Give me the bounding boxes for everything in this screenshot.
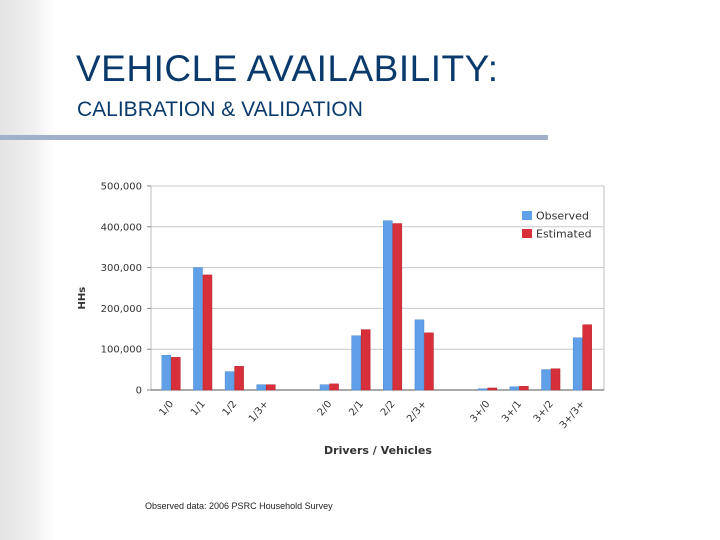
x-tick-label: 3+/3+ <box>558 399 588 431</box>
bar-estimated-2-1 <box>360 329 371 391</box>
y-tick-label: 400,000 <box>101 222 142 233</box>
bar-observed-3-1 <box>509 386 520 391</box>
bar-estimated-2-3- <box>424 332 434 391</box>
x-tick-label: 2/1 <box>347 399 366 418</box>
legend-label-estimated: Estimated <box>536 228 592 241</box>
bar-observed-1-0 <box>161 355 172 391</box>
title-rule <box>0 135 548 140</box>
bar-estimated-1-3- <box>266 384 276 391</box>
bar-estimated-1-0 <box>171 357 181 391</box>
y-tick-label: 200,000 <box>101 304 142 315</box>
bar-observed-3-3- <box>572 337 583 391</box>
bar-estimated-1-2 <box>234 366 244 391</box>
bar-observed-3-0 <box>478 388 488 391</box>
x-tick-label: 3+/2 <box>532 399 556 425</box>
bar-estimated-3-0 <box>487 387 497 391</box>
y-axis-label: HHs <box>77 287 88 310</box>
y-tick-label: 100,000 <box>101 345 142 356</box>
source-note: Observed data: 2006 PSRC Household Surve… <box>145 501 333 511</box>
bar-estimated-3-2 <box>550 368 561 391</box>
x-axis-label: Drivers / Vehicles <box>324 444 432 457</box>
y-tick-label: 0 <box>136 386 142 397</box>
y-tick-label: 500,000 <box>101 182 142 193</box>
x-tick-label: 1/0 <box>157 399 176 418</box>
bar-observed-1-1 <box>193 267 203 391</box>
bar-estimated-2-2 <box>392 223 403 391</box>
x-tick-label: 1/2 <box>221 399 240 418</box>
bar-observed-3-2 <box>541 369 551 391</box>
side-band <box>0 0 54 540</box>
x-tick-label: 2/0 <box>316 399 335 418</box>
bar-observed-2-1 <box>351 335 361 391</box>
x-tick-label: 3+/0 <box>468 399 492 425</box>
bar-observed-1-3- <box>256 384 266 391</box>
bar-chart: 0 100,000 200,000 300,000 400,000 500,000 HHs 1… <box>77 182 605 457</box>
bar-estimated-1-1 <box>202 274 213 391</box>
bar-observed-2-0 <box>319 384 330 391</box>
x-tick-label: 2/3+ <box>405 399 429 425</box>
bar-estimated-3-1 <box>519 386 529 391</box>
bar-estimated-3-3- <box>582 324 592 391</box>
legend-swatch-observed <box>522 211 532 220</box>
legend-swatch-estimated <box>522 229 532 238</box>
bar-estimated-2-0 <box>329 383 339 391</box>
bar-observed-1-2 <box>224 371 235 391</box>
y-tick-label: 300,000 <box>101 263 142 274</box>
x-tick-label: 1/3+ <box>247 399 271 425</box>
slide-title: VEHICLE AVAILABILITY: <box>76 48 499 89</box>
x-tick-label: 1/1 <box>189 399 208 418</box>
bar-observed-2-2 <box>383 220 393 391</box>
bar-observed-2-3- <box>414 319 425 391</box>
slide-subtitle: CALIBRATION & VALIDATION <box>77 98 363 121</box>
x-tick-label: 3+/1 <box>500 399 524 425</box>
legend-label-observed: Observed <box>536 210 589 223</box>
x-tick-label: 2/2 <box>379 399 398 418</box>
